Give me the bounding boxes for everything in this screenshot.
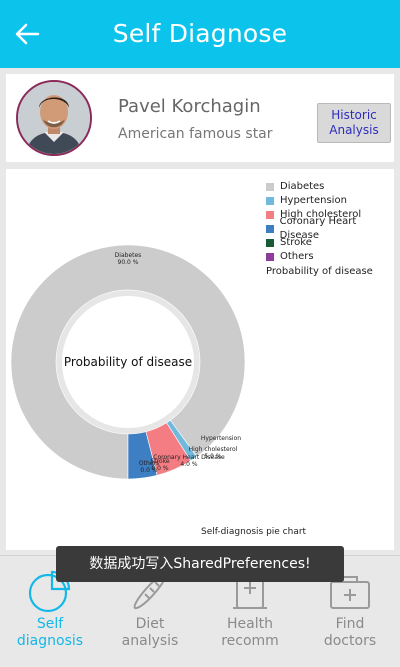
legend-item-coronary-heart-disease: Coronary Heart Disease	[266, 222, 394, 236]
slice-label-hypertension: Hypertension	[201, 435, 241, 442]
legend-item-diabetes: Diabetes	[266, 180, 394, 194]
legend-swatch	[266, 253, 274, 261]
toast-message: 数据成功写入SharedPreferences!	[56, 546, 344, 582]
profile-card: Pavel Korchagin American famous star His…	[6, 74, 394, 162]
chart-card: Diabetes 90.0 % Hypertension High cholester…	[6, 169, 394, 550]
profile-name: Pavel Korchagin	[118, 96, 261, 117]
avatar	[16, 80, 92, 156]
legend-title: Probability of disease	[266, 265, 394, 279]
chart-description: Self-diagnosis pie chart	[201, 527, 306, 537]
app-bar: Self Diagnose	[0, 0, 400, 68]
profile-subtitle: American famous star	[118, 126, 273, 142]
slice-label-diabetes: Diabetes 90.0 %	[115, 252, 142, 266]
legend-label: Diabetes	[280, 180, 324, 194]
legend-label: Stroke	[280, 236, 312, 250]
legend-swatch	[266, 239, 274, 247]
legend-item-hypertension: Hypertension	[266, 194, 394, 208]
legend-swatch	[266, 225, 274, 233]
donut-center-text: Probability of disease	[64, 355, 192, 369]
legend-swatch	[266, 197, 274, 205]
legend-item-others: Others	[266, 250, 394, 264]
tab-find-doctors-label: Find doctors	[300, 616, 400, 650]
tab-health-recomm-label: Health recomm	[200, 616, 300, 650]
legend-label: Others	[280, 250, 314, 264]
chart-legend: Diabetes Hypertension High cholesterol Coro…	[266, 180, 394, 279]
legend-swatch	[266, 183, 274, 191]
page-title: Self Diagnose	[0, 0, 400, 68]
tab-diet-analysis-label: Diet analysis	[100, 616, 200, 650]
legend-label: Hypertension	[280, 194, 347, 208]
slice-label-others: Others 0.0 %	[139, 460, 159, 474]
tab-self-diagnosis-label: Self diagnosis	[0, 616, 100, 650]
historic-analysis-button[interactable]: Historic Analysis	[317, 103, 391, 143]
legend-swatch	[266, 211, 274, 219]
avatar-portrait-icon	[18, 82, 90, 154]
